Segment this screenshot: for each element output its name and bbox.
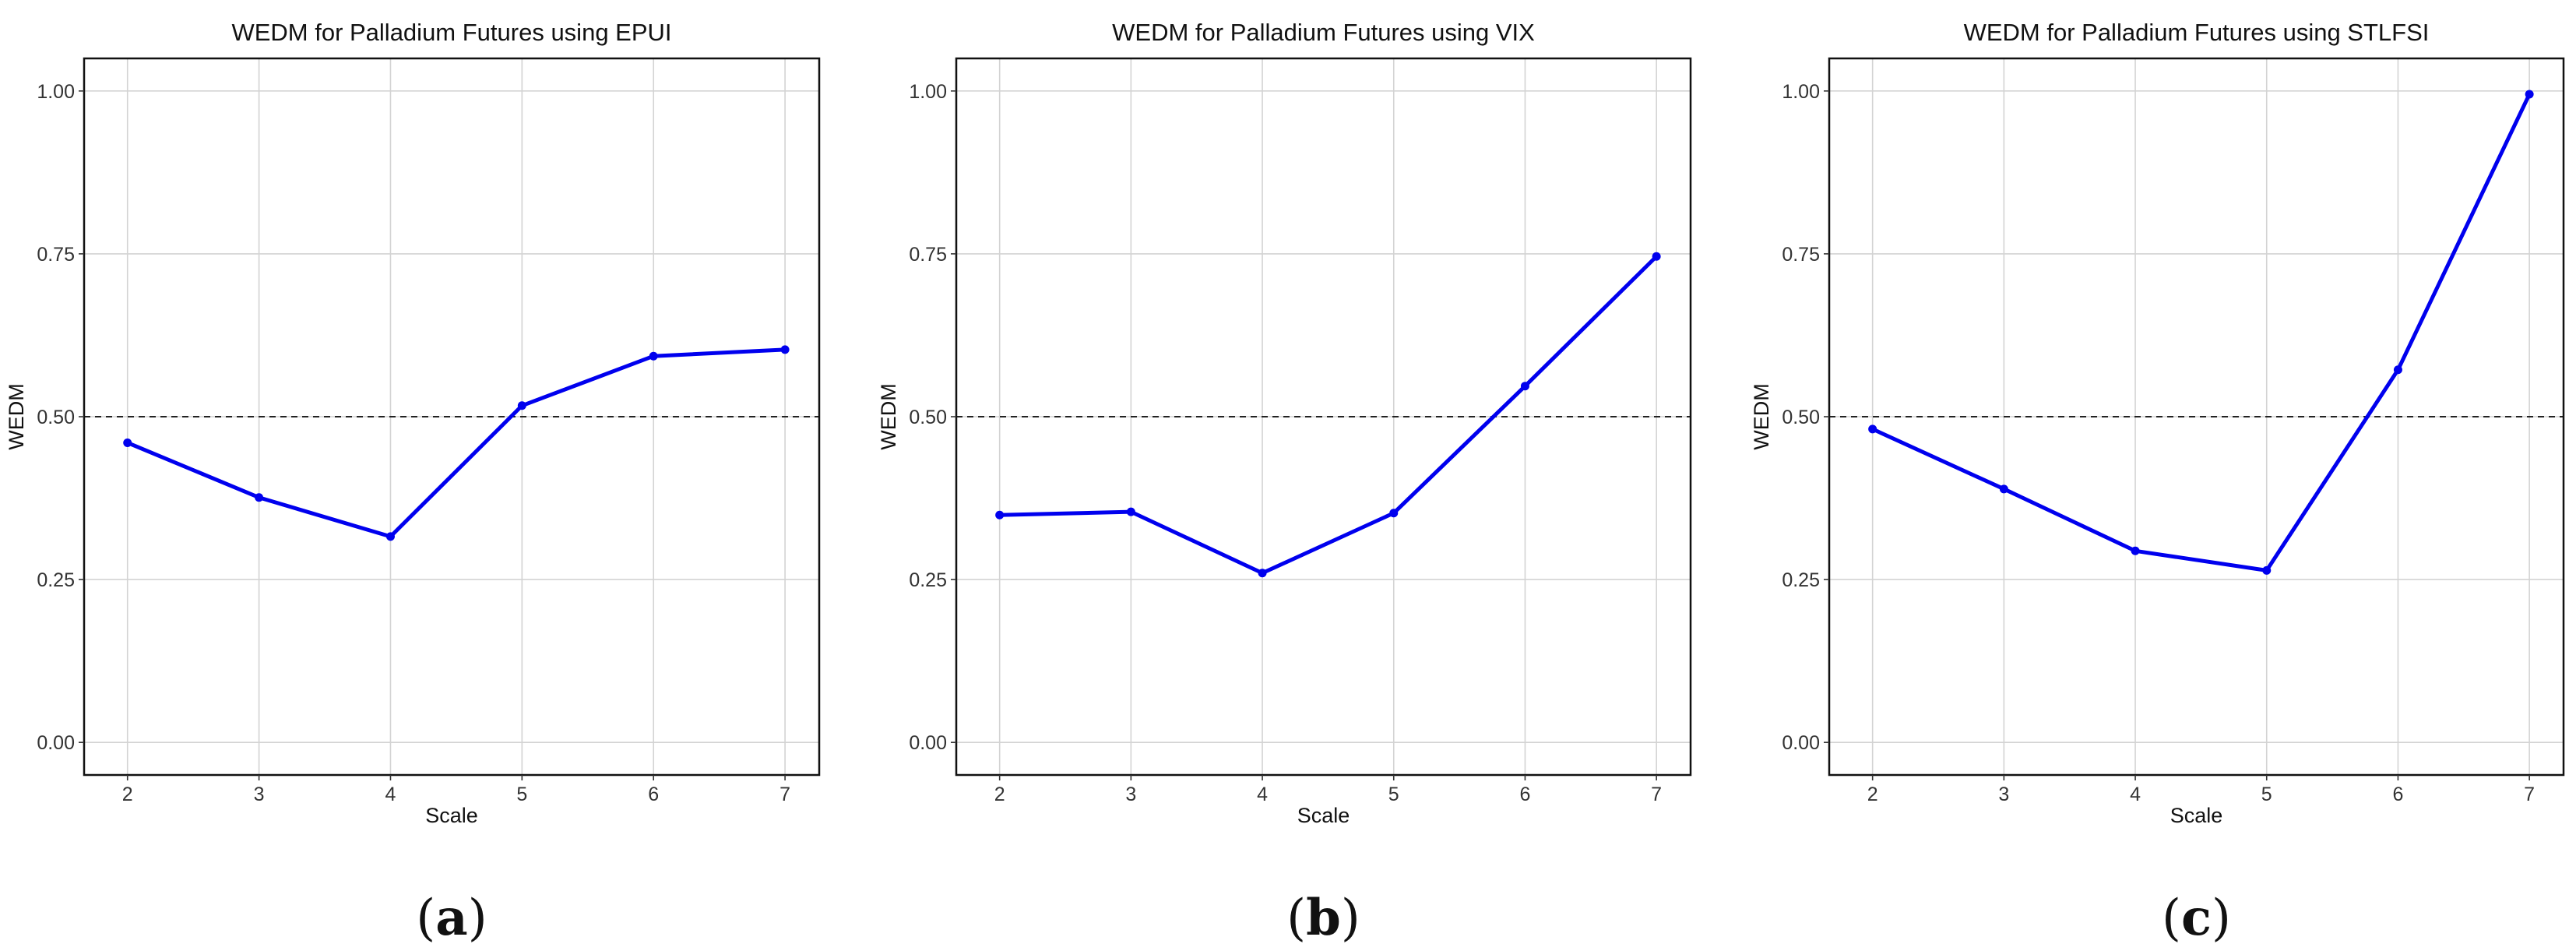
data-point (1999, 484, 2008, 494)
series-line (1871, 93, 2532, 572)
x-tick-label: 3 (1998, 784, 2009, 805)
x-axis-label: Scale (1297, 804, 1350, 827)
x-tick-label: 6 (1519, 784, 1530, 805)
x-tick-label: 5 (516, 784, 527, 805)
y-tick-label: 0.75 (37, 244, 75, 266)
y-tick-label: 0.25 (37, 569, 75, 591)
y-tick-label: 0.00 (909, 732, 947, 754)
y-axis-label: WEDM (877, 383, 900, 449)
series-line (126, 347, 786, 539)
data-point (1258, 569, 1267, 578)
data-point (1868, 424, 1877, 434)
chart-panel-b: 2 3 4 5 6 7 0.00 0.25 0.50 0.75 1.00 WEDM for Palla… (877, 19, 1692, 947)
y-tick-label: 0.25 (909, 569, 947, 591)
panel-label-letter: b (1306, 889, 1341, 947)
data-point (2131, 546, 2140, 555)
y-tick-label: 1.00 (909, 81, 947, 103)
panel-label-close-paren: ) (1341, 889, 1360, 947)
x-axis-label: Scale (2170, 804, 2223, 827)
data-point (1652, 252, 1661, 261)
panel-label: (c) (2162, 889, 2231, 947)
y-tick-label: 0.50 (37, 407, 75, 428)
data-point (123, 438, 132, 447)
panel-label-letter: a (435, 889, 467, 947)
x-tick-label: 2 (1867, 784, 1878, 805)
data-point (995, 510, 1005, 520)
x-tick-label: 4 (1257, 784, 1268, 805)
panel-label-open-paren: ( (2162, 889, 2181, 947)
y-tick-label: 1.00 (37, 81, 75, 103)
y-tick-label: 0.50 (1782, 407, 1820, 428)
chart-panel-c: 2 3 4 5 6 7 0.00 0.25 0.50 0.75 1.00 WEDM for Palla… (1750, 19, 2565, 947)
x-tick-label: 4 (2130, 784, 2141, 805)
chart-title: WEDM for Palladium Futures using VIX (1112, 19, 1535, 46)
y-tick-label: 0.00 (37, 732, 75, 754)
x-tick-label: 5 (1388, 784, 1399, 805)
series-line (999, 255, 1658, 576)
panel-label-close-paren: ) (2212, 889, 2231, 947)
y-axis-label: WEDM (1750, 383, 1773, 449)
y-tick-label: 0.75 (909, 244, 947, 266)
x-tick-label: 2 (122, 784, 133, 805)
data-point (1126, 507, 1135, 516)
x-tick-label: 4 (385, 784, 396, 805)
x-tick-label: 3 (254, 784, 265, 805)
y-tick-label: 0.50 (909, 407, 947, 428)
panel-label-close-paren: ) (468, 889, 487, 947)
x-tick-label: 7 (2524, 784, 2535, 805)
y-axis-label: WEDM (5, 383, 28, 449)
x-tick-label: 2 (994, 784, 1005, 805)
x-tick-label: 3 (1125, 784, 1136, 805)
data-point (780, 345, 790, 354)
y-tick-label: 0.25 (1782, 569, 1820, 591)
chart-panel-a: 2 3 4 5 6 7 0.00 0.25 0.50 0.75 1.00 WEDM for Palla… (5, 19, 821, 947)
chart-title: WEDM for Palladium Futures using EPUI (231, 19, 671, 46)
data-point (2393, 365, 2402, 375)
data-point (385, 532, 395, 541)
panel-label-open-paren: ( (1286, 889, 1306, 947)
x-axis-label: Scale (425, 804, 478, 827)
data-point (649, 351, 658, 361)
panel-label: (b) (1286, 889, 1360, 947)
data-point (1520, 382, 1529, 391)
data-point (2262, 565, 2272, 575)
panel-label-letter: c (2181, 889, 2212, 947)
y-tick-label: 0.75 (1782, 244, 1820, 266)
data-point (2525, 90, 2534, 99)
x-tick-label: 6 (648, 784, 659, 805)
x-tick-label: 7 (1651, 784, 1662, 805)
panel-label: (a) (416, 889, 487, 947)
x-tick-label: 6 (2392, 784, 2403, 805)
panel-label-open-paren: ( (416, 889, 435, 947)
x-tick-label: 5 (2261, 784, 2272, 805)
y-tick-label: 0.00 (1782, 732, 1820, 754)
y-tick-label: 1.00 (1782, 81, 1820, 103)
data-point (517, 401, 526, 410)
chart-title: WEDM for Palladium Futures using STLFSI (1964, 19, 2430, 46)
data-point (1389, 509, 1399, 518)
data-point (255, 493, 264, 502)
x-tick-label: 7 (779, 784, 790, 805)
